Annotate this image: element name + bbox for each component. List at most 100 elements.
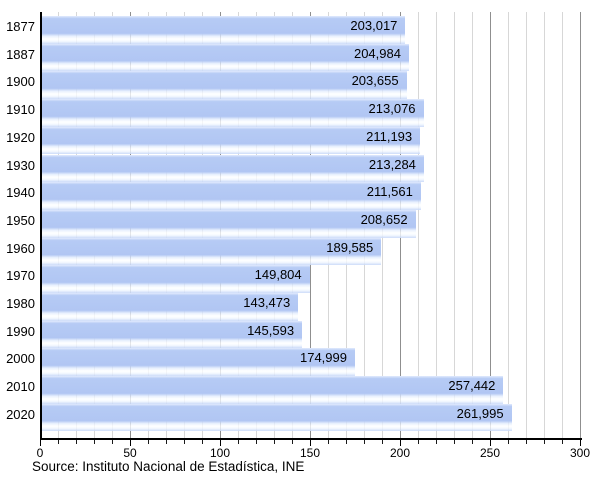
- bar: 261,995: [42, 403, 512, 432]
- bar-value-label: 211,561: [366, 184, 413, 200]
- x-tick-minor: [58, 440, 59, 444]
- x-tick-minor: [526, 440, 527, 444]
- bar-row: 1980 143,473: [0, 293, 600, 321]
- bar-value-label: 211,193: [366, 128, 413, 144]
- bar-row: 2000 174,999: [0, 348, 600, 377]
- bar: 174,999: [42, 348, 355, 377]
- bar-value-label: 208,652: [360, 211, 408, 227]
- bar: 145,593: [42, 320, 303, 349]
- bar-row: 2010 257,442: [0, 376, 600, 404]
- bar-row: 1900 203,655: [0, 71, 600, 100]
- bar-value-label: 257,442: [448, 378, 496, 394]
- category-label: 1900: [6, 74, 35, 90]
- bar-value-label: 213,076: [368, 101, 416, 117]
- x-tick-label: 50: [123, 446, 137, 460]
- x-tick-minor: [94, 440, 95, 444]
- bar: 213,076: [42, 99, 424, 127]
- bar-row: 2020 261,995: [0, 403, 600, 432]
- bar: 203,017: [42, 16, 406, 44]
- category-label: 1910: [6, 102, 35, 118]
- x-tick-minor: [364, 440, 365, 444]
- bar-value-label: 261,995: [456, 405, 504, 421]
- category-label: 1940: [6, 185, 35, 201]
- bar-value-label: 143,473: [243, 295, 291, 310]
- bar: 203,655: [42, 71, 407, 100]
- bar: 143,473: [42, 293, 299, 321]
- bar-value-label: 204,984: [353, 45, 401, 61]
- x-axis-line: [40, 438, 582, 440]
- category-label: 1950: [6, 212, 35, 228]
- bar-row: 1930 213,284: [0, 154, 600, 183]
- x-tick-minor: [562, 440, 563, 444]
- x-tick-major: [400, 440, 401, 446]
- x-tick-minor: [544, 440, 545, 444]
- source-caption: Source: Instituto Nacional de Estadístic…: [32, 459, 305, 474]
- category-label: 1877: [6, 19, 35, 34]
- bar-value-label: 213,284: [368, 156, 416, 172]
- bar-value-label: 149,804: [254, 267, 302, 283]
- x-tick-minor: [76, 440, 77, 444]
- category-label: 2000: [6, 351, 35, 367]
- bar: 211,193: [42, 126, 421, 155]
- gridline-minor: [544, 12, 545, 438]
- bar-row: 1950 208,652: [0, 209, 600, 238]
- category-label: 1930: [6, 157, 35, 173]
- bar-row: 1887 204,984: [0, 43, 600, 72]
- x-tick-minor: [148, 440, 149, 444]
- bar-row: 1920 211,193: [0, 126, 600, 155]
- bar: 208,652: [42, 209, 416, 238]
- x-tick-major: [490, 440, 491, 446]
- x-tick-major: [580, 440, 581, 446]
- category-label: 1960: [6, 240, 35, 256]
- bar-row: 1910 213,076: [0, 99, 600, 127]
- x-tick-major: [310, 440, 311, 446]
- x-tick-label: 100: [209, 446, 231, 460]
- x-tick-minor: [454, 440, 455, 444]
- gridline-major: [580, 12, 581, 438]
- x-tick-label: 150: [299, 446, 321, 460]
- gridline-minor: [526, 12, 527, 438]
- x-tick-minor: [292, 440, 293, 444]
- bar-value-label: 145,593: [247, 322, 295, 338]
- bar: 257,442: [42, 376, 504, 404]
- bar: 189,585: [42, 237, 382, 266]
- x-tick-minor: [328, 440, 329, 444]
- x-tick-minor: [382, 440, 383, 444]
- category-label: 2010: [6, 379, 35, 395]
- x-tick-minor: [166, 440, 167, 444]
- x-tick-minor: [418, 440, 419, 444]
- category-label: 1970: [6, 268, 35, 284]
- x-tick-minor: [436, 440, 437, 444]
- gridline-minor: [508, 12, 509, 438]
- x-tick-minor: [346, 440, 347, 444]
- x-tick-major: [40, 440, 41, 446]
- category-label: 1990: [6, 323, 35, 339]
- bar-row: 1877 203,017: [0, 16, 600, 44]
- x-tick-label: 300: [569, 446, 591, 460]
- x-tick-minor: [112, 440, 113, 444]
- bar-value-label: 174,999: [299, 350, 347, 366]
- bar: 213,284: [42, 154, 424, 183]
- gridline-minor: [454, 12, 455, 438]
- x-tick-major: [130, 440, 131, 446]
- gridline-minor: [418, 12, 419, 438]
- bar-value-label: 189,585: [326, 239, 374, 255]
- x-tick-minor: [508, 440, 509, 444]
- bar: 211,561: [42, 182, 421, 210]
- x-tick-minor: [274, 440, 275, 444]
- gridline-minor: [562, 12, 563, 438]
- bar-row: 1970 149,804: [0, 265, 600, 293]
- x-tick-major: [220, 440, 221, 446]
- y-axis-line: [40, 12, 42, 440]
- x-tick-minor: [184, 440, 185, 444]
- bar: 149,804: [42, 265, 310, 293]
- gridline-minor: [436, 12, 437, 438]
- category-label: 1920: [6, 129, 35, 145]
- bar-row: 1990 145,593: [0, 320, 600, 349]
- bar: 204,984: [42, 43, 409, 72]
- gridline-major: [490, 12, 491, 438]
- x-tick-minor: [256, 440, 257, 444]
- x-tick-minor: [472, 440, 473, 444]
- bar-row: 1960 189,585: [0, 237, 600, 266]
